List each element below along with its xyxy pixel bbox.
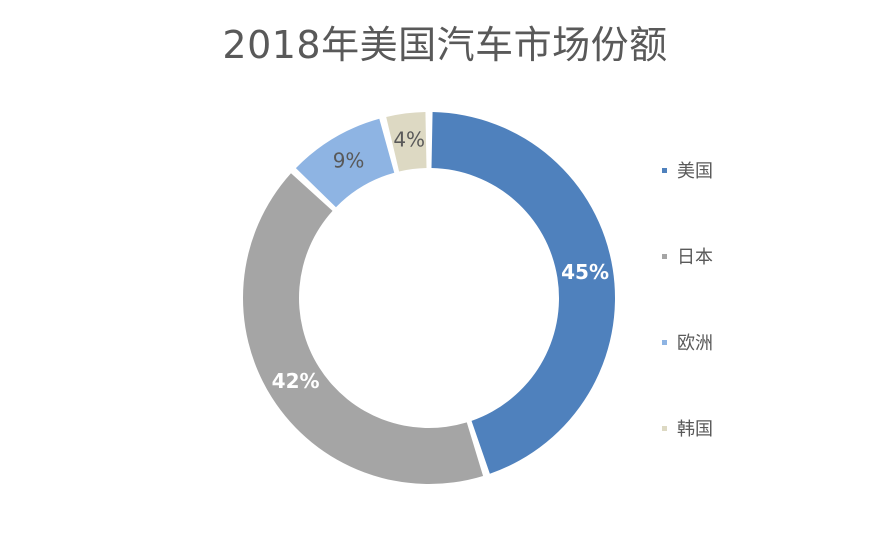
data-label-4: 4% <box>393 128 425 152</box>
legend-item-3: 欧洲 <box>662 330 713 354</box>
legend-swatch-icon <box>662 339 667 345</box>
legend-item-2: 日本 <box>662 244 713 268</box>
legend-swatch-icon <box>662 167 667 173</box>
data-label-3: 9% <box>333 149 365 173</box>
donut-slice-4 <box>386 112 427 172</box>
legend-swatch-icon <box>662 425 667 431</box>
donut-slice-1 <box>431 112 615 474</box>
donut-slice-2 <box>242 173 484 484</box>
legend-item-4: 韩国 <box>662 416 713 440</box>
donut-slices <box>242 112 615 484</box>
legend-label: 日本 <box>677 247 713 268</box>
data-label-2: 42% <box>272 369 320 393</box>
legend-label: 韩国 <box>677 419 713 440</box>
legend-swatch-icon <box>662 253 667 259</box>
data-label-1: 45% <box>561 260 609 284</box>
legend-label: 欧洲 <box>677 333 713 354</box>
legend-item-1: 美国 <box>662 158 713 182</box>
donut-slice-3 <box>295 118 395 208</box>
legend-label: 美国 <box>677 161 713 182</box>
chart-title: 2018年美国汽车市场份额 <box>222 23 668 67</box>
donut-data-labels: 45% 42% 9% 4% <box>272 128 609 393</box>
